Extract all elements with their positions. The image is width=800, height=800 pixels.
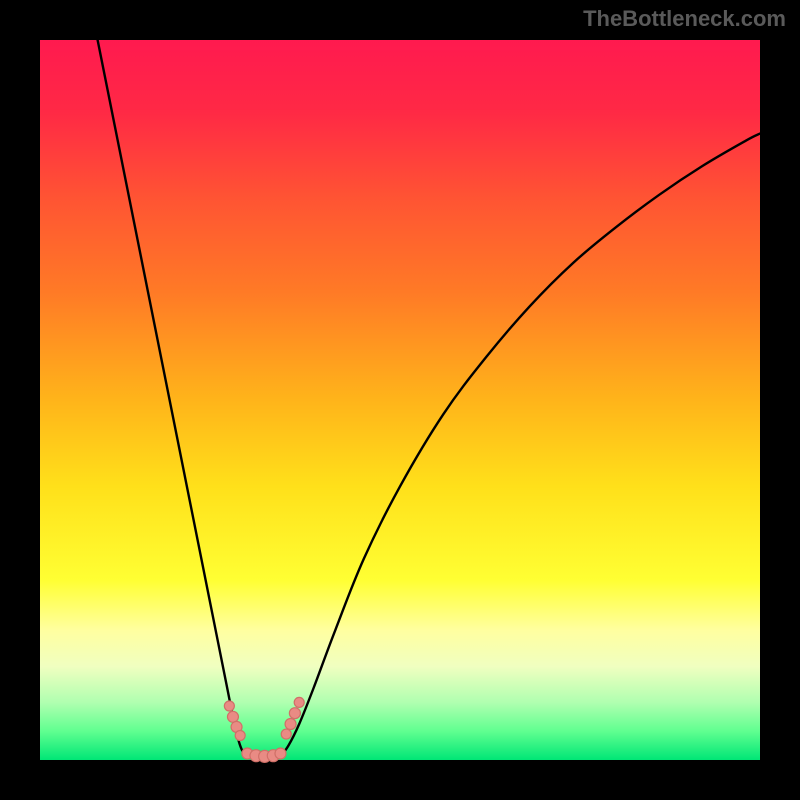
curve-layer xyxy=(40,40,760,760)
marker-cluster-left_cluster xyxy=(224,701,245,741)
watermark-text: TheBottleneck.com xyxy=(583,6,786,32)
marker-bead xyxy=(224,701,234,711)
marker-cluster-bottom_cluster xyxy=(242,748,286,762)
marker-bead xyxy=(227,711,238,722)
marker-bead xyxy=(289,708,300,719)
marker-bead xyxy=(275,748,286,759)
marker-bead xyxy=(294,697,304,707)
bottleneck-curve xyxy=(98,40,760,758)
marker-bead xyxy=(281,729,291,739)
plot-area xyxy=(40,40,760,760)
marker-bead xyxy=(235,731,245,741)
marker-bead xyxy=(285,719,296,730)
